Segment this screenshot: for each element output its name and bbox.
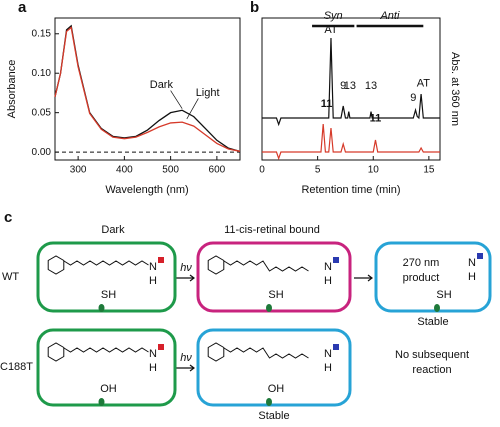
peak-label: AT	[324, 24, 338, 36]
y-tick-label: 0.00	[32, 147, 52, 158]
atom-h: H	[468, 271, 476, 283]
leader	[170, 90, 183, 109]
panel-label: a	[18, 0, 27, 16]
group-label: OH	[268, 383, 285, 395]
annotation: Dark	[150, 79, 174, 91]
column-label: 11-cis-retinal bound	[224, 224, 320, 236]
anchor	[98, 304, 105, 312]
note: No subsequent	[395, 349, 469, 361]
anchor	[434, 304, 440, 312]
atom-h: H	[149, 275, 157, 287]
chain	[63, 260, 149, 266]
atom-n: N	[149, 261, 157, 273]
ring	[207, 342, 225, 362]
x-axis-label: Wavelength (nm)	[105, 184, 188, 196]
atom-n: N	[324, 348, 332, 360]
status-label: Stable	[258, 410, 289, 422]
x-tick-label: 400	[116, 165, 133, 176]
light-label: hν	[180, 262, 192, 274]
region-label: Anti	[379, 10, 400, 22]
y-tick-label: 0.15	[32, 28, 52, 39]
product-label: product	[403, 272, 440, 284]
note: reaction	[412, 364, 451, 376]
peak-label: 13	[365, 80, 377, 92]
anchor	[98, 398, 105, 406]
cell-box	[36, 328, 177, 407]
panel-label: b	[250, 0, 259, 16]
x-tick-label: 300	[70, 165, 87, 176]
anchor	[266, 304, 272, 312]
y-tick-label: 0.10	[32, 68, 52, 79]
cell-box	[36, 241, 177, 313]
arrow	[176, 274, 195, 282]
line-series	[54, 24, 241, 152]
atom-n: N	[468, 257, 476, 269]
x-tick-label: 500	[162, 165, 179, 176]
y-axis-label: Abs. at 360 nm	[449, 52, 461, 126]
atom-h: H	[149, 362, 157, 374]
y-tick-label: 0.05	[32, 107, 52, 118]
x-tick-label: 5	[315, 165, 321, 176]
leader	[186, 98, 199, 120]
arrow	[354, 274, 373, 282]
cell-box	[374, 241, 492, 313]
light-label: hν	[180, 352, 192, 364]
cell-box	[196, 328, 352, 407]
peak-label: 11	[370, 112, 382, 124]
x-tick-label: 10	[368, 165, 380, 176]
tag	[158, 257, 164, 263]
peak-label: 13	[344, 80, 356, 92]
peak-label: 9	[340, 80, 346, 92]
plot-frame	[54, 17, 241, 161]
arrow	[176, 364, 195, 372]
group-label: SH	[101, 289, 116, 301]
chain	[223, 347, 309, 359]
peak-label: 11	[321, 98, 333, 110]
atom-n: N	[324, 261, 332, 273]
ring	[47, 255, 65, 275]
atom-n: N	[149, 348, 157, 360]
anchor	[266, 398, 272, 406]
plot-frame	[261, 17, 441, 161]
row-label: C188T	[0, 361, 33, 373]
panel-label: c	[4, 209, 12, 226]
status-label: Stable	[417, 316, 448, 328]
peak-label: AT	[417, 78, 431, 90]
x-tick-label: 15	[423, 165, 435, 176]
ring	[207, 255, 225, 275]
annotation: Light	[196, 87, 220, 99]
tag	[333, 344, 339, 350]
tag	[333, 257, 339, 263]
x-tick-label: 0	[259, 165, 265, 176]
arrows	[176, 274, 373, 372]
group-label: SH	[436, 289, 451, 301]
line-series	[54, 26, 241, 152]
column-label: Dark	[101, 224, 125, 236]
row-label: WT	[2, 271, 19, 283]
atom-h: H	[324, 275, 332, 287]
chain	[223, 260, 309, 272]
region-label: Syn	[324, 10, 343, 22]
group-label: SH	[268, 289, 283, 301]
tag	[477, 253, 483, 259]
x-tick-label: 600	[209, 165, 226, 176]
cell-box	[196, 241, 352, 313]
y-axis-label: Absorbance	[6, 60, 18, 119]
trace	[262, 37, 440, 127]
tag	[158, 344, 164, 350]
atom-h: H	[324, 362, 332, 374]
product-label: 270 nm	[403, 257, 440, 269]
group-label: OH	[100, 383, 117, 395]
x-axis-label: Retention time (min)	[301, 184, 400, 196]
chain	[63, 347, 149, 353]
trace	[262, 123, 440, 161]
ring	[47, 342, 65, 362]
peak-label: 9	[410, 92, 416, 104]
